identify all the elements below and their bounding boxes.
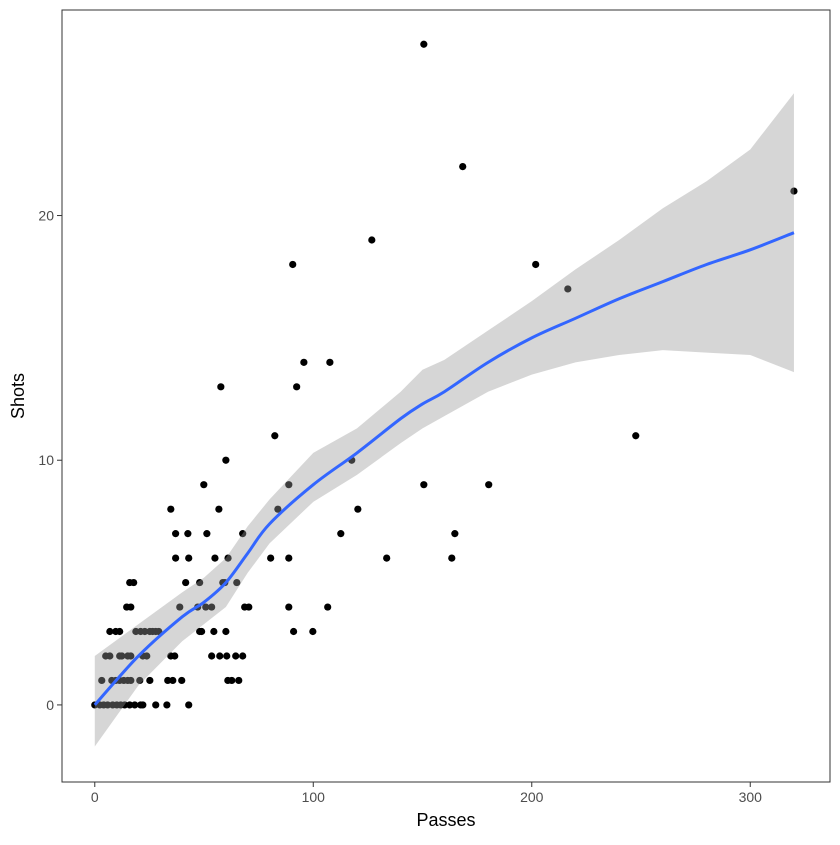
data-point (172, 530, 180, 538)
data-point (216, 652, 224, 660)
data-point (224, 554, 232, 562)
data-point (176, 603, 184, 611)
data-point (106, 627, 114, 636)
data-point (98, 676, 106, 685)
data-point (293, 383, 301, 391)
data-point (198, 627, 206, 636)
data-point (141, 627, 149, 636)
x-tick-label: 300 (739, 789, 763, 805)
data-point (172, 554, 180, 562)
smooth-line (93, 231, 795, 706)
data-point (309, 627, 317, 636)
data-point (235, 676, 243, 685)
data-point (420, 481, 428, 489)
data-point (185, 701, 193, 709)
data-point (211, 554, 219, 562)
data-point (121, 701, 129, 709)
data-point (564, 285, 572, 293)
data-point (196, 578, 204, 587)
data-point (182, 578, 190, 587)
panel-border (61, 9, 831, 783)
data-point (178, 676, 186, 685)
data-point (337, 530, 345, 538)
data-point (326, 358, 334, 366)
data-point (143, 652, 151, 660)
x-axis: 0 100 200 300 (91, 782, 762, 805)
data-point (632, 432, 640, 440)
data-point (126, 701, 134, 709)
data-point (274, 505, 282, 513)
data-point (300, 358, 308, 366)
data-point (324, 603, 332, 611)
data-point (532, 260, 540, 269)
data-point (116, 627, 124, 636)
data-point (485, 481, 493, 489)
data-point (239, 652, 247, 660)
data-point (223, 652, 231, 660)
y-axis: 0 10 20 (38, 208, 62, 713)
data-point (271, 432, 279, 440)
data-point (289, 260, 297, 269)
data-point (208, 603, 216, 611)
points-layer (91, 40, 798, 709)
data-point (215, 505, 223, 513)
data-point (354, 505, 362, 513)
data-point (790, 187, 798, 195)
x-tick-label: 100 (302, 789, 326, 805)
data-point (203, 530, 211, 538)
data-point (169, 676, 177, 685)
data-point (146, 676, 154, 685)
data-point (163, 701, 171, 709)
data-point (232, 652, 240, 660)
data-point (139, 701, 147, 709)
data-point (208, 652, 216, 660)
data-point (228, 676, 236, 685)
data-point (200, 481, 208, 489)
data-point (184, 530, 192, 538)
data-point (210, 627, 218, 636)
x-tick-label: 0 (91, 789, 99, 805)
data-point (130, 578, 138, 587)
data-point (285, 603, 293, 611)
y-tick-label: 0 (46, 697, 54, 713)
data-point (217, 383, 225, 391)
data-point (104, 701, 112, 709)
x-axis-title: Passes (416, 810, 475, 830)
data-point (167, 505, 175, 513)
data-point (267, 554, 275, 562)
data-point (164, 676, 172, 685)
data-point (127, 603, 135, 611)
data-point (127, 652, 135, 660)
data-point (202, 603, 210, 611)
data-point (127, 676, 135, 685)
y-axis-title: Shots (8, 373, 28, 419)
data-point (239, 530, 247, 538)
data-point (222, 456, 230, 464)
data-point (152, 701, 160, 709)
data-point (185, 554, 193, 562)
data-point (118, 652, 126, 660)
data-point (285, 481, 293, 489)
data-point (451, 530, 459, 538)
data-point (290, 627, 298, 636)
data-point (106, 652, 114, 660)
data-point (285, 554, 293, 562)
data-point (448, 554, 456, 562)
data-point (131, 701, 139, 709)
data-point (383, 554, 391, 562)
data-point (233, 578, 241, 587)
y-tick-label: 20 (38, 208, 54, 224)
data-point (459, 163, 467, 171)
data-point (171, 652, 179, 660)
confidence-ribbon (94, 93, 794, 747)
y-tick-label: 10 (38, 452, 54, 468)
data-point (420, 40, 428, 48)
data-point (368, 236, 376, 244)
data-point (136, 676, 144, 685)
data-point (222, 627, 230, 636)
x-tick-label: 200 (520, 789, 544, 805)
data-point (245, 603, 253, 611)
